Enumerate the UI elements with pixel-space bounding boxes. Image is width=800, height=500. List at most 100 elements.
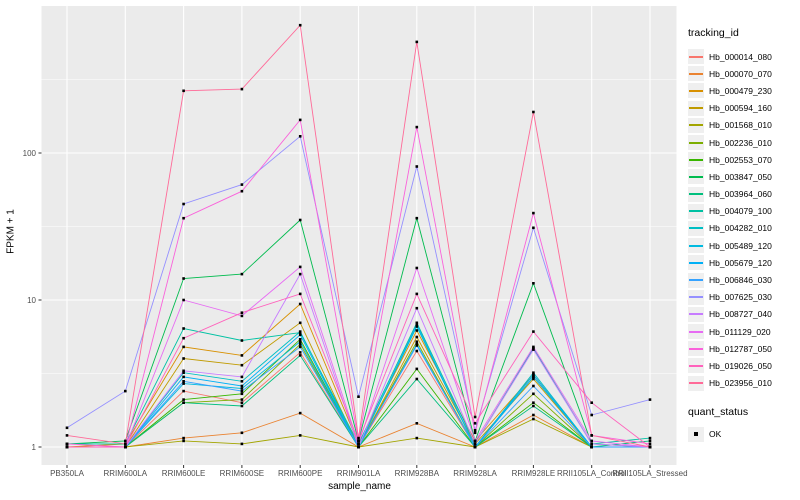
data-point [532, 375, 535, 379]
data-point [240, 311, 244, 314]
legend-color-line [689, 227, 703, 230]
data-point [298, 411, 302, 415]
legend-label: Hb_000070_070 [709, 68, 772, 79]
data-point [590, 434, 593, 437]
data-point [532, 413, 535, 417]
legend-color-line [689, 175, 703, 178]
data-point [415, 321, 419, 325]
legend-entry: Hb_008727_040 [688, 306, 800, 323]
legend-entry: Hb_012787_050 [688, 340, 800, 357]
data-point [648, 445, 652, 449]
data-point [298, 333, 302, 337]
data-point [182, 375, 185, 379]
data-point [415, 325, 419, 328]
data-point [473, 415, 477, 419]
legend-key [688, 306, 704, 322]
legend-color-line [689, 124, 703, 127]
data-point [182, 216, 185, 220]
x-tick-label: RRII105LA_Control [557, 469, 627, 478]
data-point [65, 434, 69, 437]
data-point [473, 445, 477, 449]
data-point [182, 369, 185, 373]
legend-color-line [689, 296, 703, 299]
legend-key [688, 135, 704, 151]
data-point [532, 404, 535, 408]
data-point [298, 330, 302, 333]
data-point [65, 426, 69, 430]
data-point [473, 442, 477, 446]
data-point [415, 340, 419, 343]
legend-key [688, 49, 704, 65]
data-point [298, 354, 302, 357]
data-point [182, 398, 185, 401]
data-point [182, 439, 185, 443]
legend-entry: Hb_007625_030 [688, 289, 800, 306]
data-point [298, 434, 302, 437]
legend-key [688, 238, 704, 254]
x-tick-label: PB350LA [50, 469, 84, 478]
data-point [590, 413, 593, 417]
data-point [532, 371, 535, 374]
data-point [532, 282, 535, 285]
y-tick-label: 10 [27, 296, 36, 305]
legend-label: Hb_007625_030 [709, 292, 772, 303]
legend-color-line [689, 261, 703, 264]
legend-entry: Hb_005679_120 [688, 254, 800, 271]
legend-key [688, 186, 704, 202]
data-point [415, 335, 419, 339]
legend-label: Hb_002236_010 [709, 137, 772, 148]
data-point [298, 351, 302, 354]
data-point [182, 89, 185, 93]
data-point [590, 442, 593, 446]
legend-entry: Hb_001568_010 [688, 117, 800, 134]
legend-entry: Hb_002236_010 [688, 134, 800, 151]
data-point [182, 357, 185, 360]
legend-label: Hb_001568_010 [709, 120, 772, 131]
legend-key [688, 169, 704, 185]
data-point [240, 401, 244, 404]
data-point [415, 216, 419, 220]
x-tick-label: RRIM600PE [278, 469, 322, 478]
data-point [240, 363, 244, 367]
legend-label: Hb_000479_230 [709, 85, 772, 96]
data-point [298, 118, 302, 122]
data-point [532, 377, 535, 381]
legend-color-line [689, 72, 703, 75]
data-point [182, 401, 185, 404]
data-point [240, 272, 244, 276]
y-axis-title: FPKM + 1 [5, 209, 17, 254]
data-point [65, 445, 69, 449]
legend-color-line [689, 244, 703, 247]
quant-legend-label: OK [709, 429, 722, 440]
data-point [182, 298, 185, 302]
legend-label: Hb_002553_070 [709, 154, 772, 165]
legend-entry: Hb_019026_050 [688, 357, 800, 374]
legend-label: Hb_005489_120 [709, 240, 772, 251]
legend-key [688, 117, 704, 133]
data-point [473, 429, 477, 432]
data-point [240, 339, 244, 342]
legend-entry: Hb_003847_050 [688, 168, 800, 185]
data-point [532, 417, 535, 421]
x-tick-label: RRIM600LA [104, 469, 148, 478]
legend-title: tracking_id [688, 27, 739, 39]
legend-label: Hb_008727_040 [709, 309, 772, 320]
legend-key [688, 66, 704, 82]
data-point [590, 439, 593, 443]
data-point [298, 23, 302, 27]
legend-key [688, 272, 704, 288]
legend-label: Hb_011129_020 [709, 326, 771, 337]
data-point [298, 272, 302, 276]
data-point [415, 329, 419, 332]
data-point [532, 211, 535, 215]
legend-label: Hb_003847_050 [709, 171, 772, 182]
data-point [473, 422, 477, 425]
data-point [240, 387, 244, 390]
legend-entry: Hb_004282_010 [688, 220, 800, 237]
y-tick-label: 1 [32, 443, 37, 452]
legend-label: Hb_000594_160 [709, 103, 772, 114]
x-tick-label: RRIM928LA [453, 469, 497, 478]
data-point [182, 371, 185, 374]
data-point [415, 125, 419, 129]
legend-color-line [689, 330, 703, 333]
